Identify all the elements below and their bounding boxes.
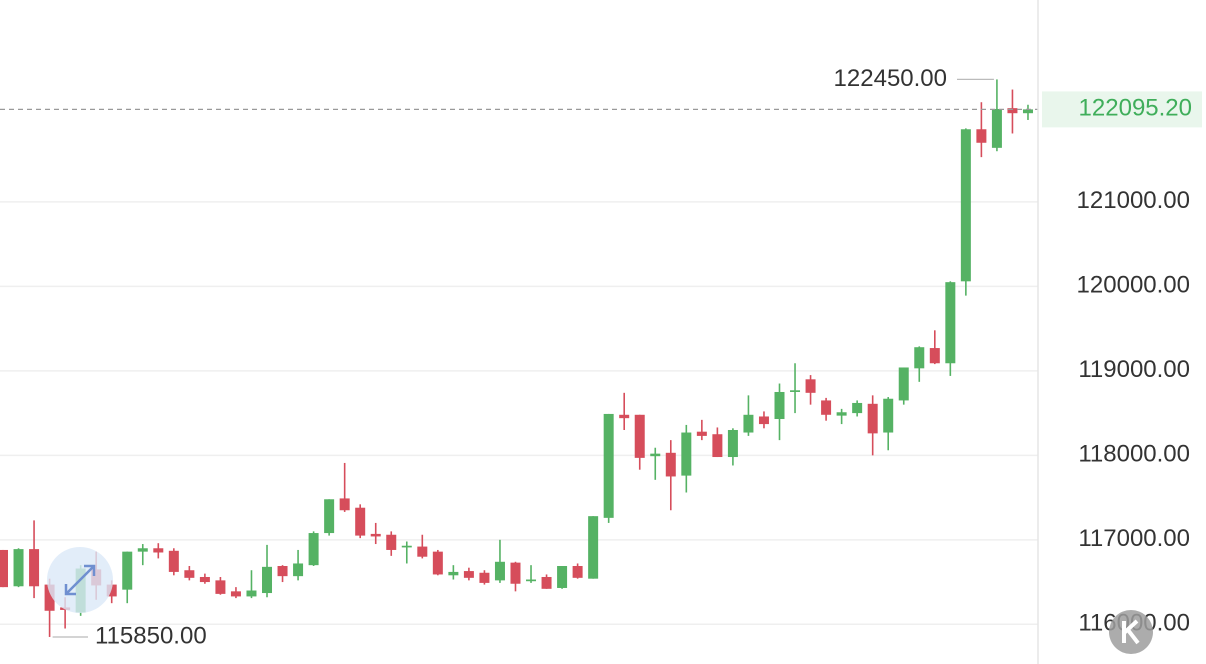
y-tick-label: 118000.00 [1078, 441, 1190, 468]
candle-body [324, 499, 335, 534]
candle-body [696, 431, 707, 436]
candle-body [184, 570, 195, 578]
candle-body [29, 549, 40, 587]
y-tick-label: 121000.00 [1077, 187, 1190, 214]
candle-body [805, 379, 816, 393]
candle-body [929, 348, 940, 364]
candle-body [526, 579, 537, 582]
candle-body [619, 414, 630, 419]
candle-body [0, 549, 8, 588]
candle-body [448, 571, 459, 576]
candle-body [199, 576, 210, 583]
candle-body [401, 545, 412, 548]
candle-body [230, 591, 241, 597]
candle-body [681, 432, 692, 476]
candle-body [945, 282, 956, 364]
last-price-label: 122095.20 [1079, 95, 1192, 122]
candle-body [712, 434, 723, 458]
candle-body [432, 551, 443, 575]
candle-body [557, 566, 568, 588]
candle-body [494, 561, 505, 581]
candle-body [355, 507, 366, 536]
min-marker-label: 115850.00 [95, 622, 207, 649]
candle-body [603, 413, 614, 518]
last-price-badge [1042, 91, 1202, 128]
candle-body [758, 416, 769, 425]
candle-body [634, 414, 645, 458]
candle-body [13, 549, 24, 587]
candle-body [774, 391, 785, 420]
candle-body [137, 548, 148, 552]
candle-body [588, 516, 599, 579]
candle-body [246, 590, 257, 597]
plot: 116000.00117000.00118000.00119000.001200… [0, 65, 1202, 649]
candle-body [277, 566, 288, 577]
candle-body [852, 402, 863, 414]
candle-body [541, 576, 552, 589]
y-tick-label: 117000.00 [1078, 525, 1190, 552]
candle-body [976, 129, 987, 143]
candle-body [479, 572, 490, 583]
logo-badge [1109, 610, 1153, 654]
candle-body [991, 108, 1002, 148]
candle-body [867, 403, 878, 434]
candle-body [914, 347, 925, 369]
scroll-button[interactable] [47, 547, 113, 613]
candle-body [168, 550, 179, 572]
candle-body [821, 400, 832, 415]
candle-body [665, 452, 676, 477]
candle-body [122, 551, 133, 590]
candle-body [215, 580, 226, 594]
candle-body [898, 367, 909, 401]
y-tick-label: 119000.00 [1078, 356, 1190, 383]
candle-body [339, 498, 350, 511]
candle-body [790, 390, 801, 392]
candle-body [106, 584, 117, 597]
max-marker-label: 122450.00 [834, 65, 947, 92]
candle-body [262, 566, 273, 594]
candle-body [417, 546, 428, 557]
candle-body [44, 584, 55, 611]
y-tick-label: 120000.00 [1077, 272, 1190, 299]
candle-body [510, 562, 521, 584]
candle-body [883, 398, 894, 433]
candle-body [650, 453, 661, 457]
candle-body [1007, 108, 1018, 114]
candle-body [743, 414, 754, 433]
candle-body [386, 534, 397, 550]
candle-body [727, 429, 738, 458]
candle-body [463, 571, 474, 578]
candle-body [572, 566, 583, 578]
candle-body [1022, 109, 1033, 114]
candle-body [836, 412, 847, 416]
candle-body [308, 533, 319, 566]
candle-body [153, 548, 164, 553]
candle-body [960, 129, 971, 282]
candle-body [293, 563, 304, 577]
candle-body [370, 533, 381, 537]
